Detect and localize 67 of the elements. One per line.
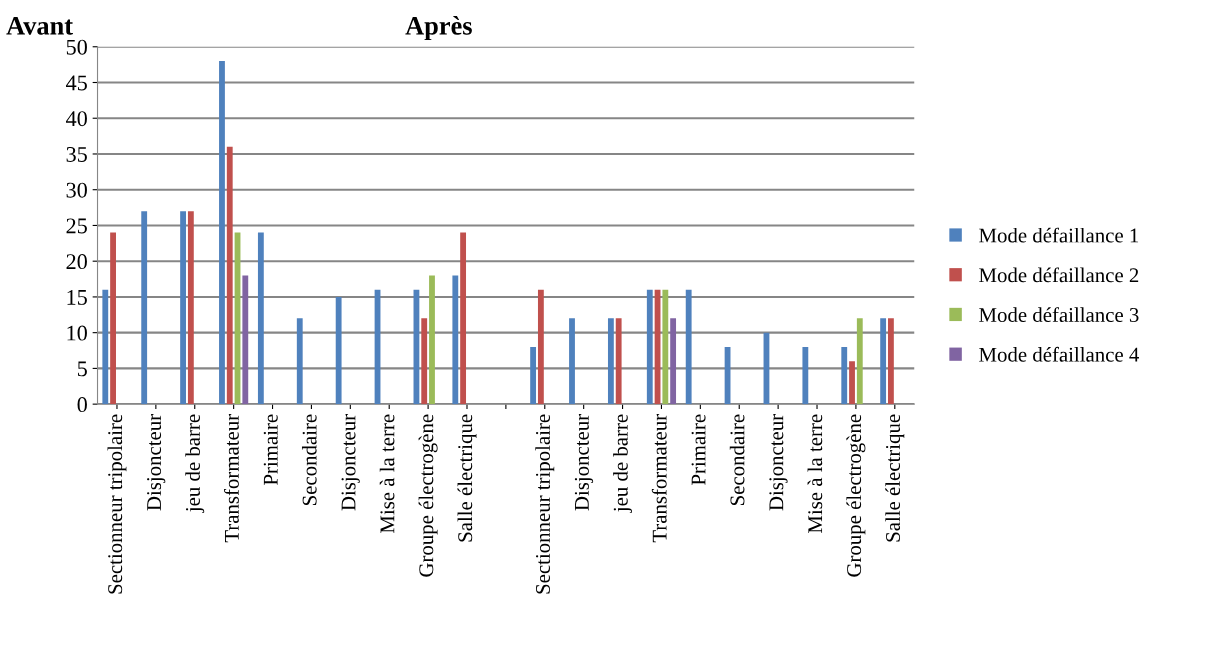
legend-label: Mode défaillance 4 bbox=[979, 346, 1139, 362]
bar bbox=[242, 275, 249, 405]
bar bbox=[530, 346, 537, 405]
x-tick-label: jeu de barre bbox=[613, 414, 633, 513]
bar bbox=[102, 289, 109, 405]
x-tick-label: Mise à la terre bbox=[807, 414, 823, 533]
y-tick-label: 25 bbox=[66, 218, 87, 234]
bar bbox=[802, 346, 809, 405]
x-tick-label: Disjoncteur bbox=[147, 414, 166, 511]
y-tick-label: 5 bbox=[77, 361, 87, 377]
y-tick-label: 40 bbox=[66, 111, 87, 127]
x-tick-label: Transformateur bbox=[651, 414, 667, 543]
x-tick-label: Transformateur bbox=[223, 414, 239, 543]
text: Après bbox=[405, 16, 472, 41]
bar bbox=[296, 318, 303, 405]
x-tick-label: Mise à la terre bbox=[379, 414, 395, 533]
bar bbox=[537, 289, 544, 405]
x-tick-label: Groupe électrogène bbox=[418, 414, 438, 577]
x-tick-label: Primaire bbox=[691, 414, 706, 485]
bar bbox=[646, 289, 653, 405]
bar bbox=[615, 318, 622, 405]
text: Avant bbox=[6, 17, 73, 35]
y-tick-label: 10 bbox=[67, 325, 87, 341]
bar bbox=[662, 289, 669, 405]
x-tick-label: jeu de barre bbox=[185, 414, 205, 513]
bar bbox=[180, 211, 186, 405]
bar bbox=[226, 146, 233, 405]
bar bbox=[607, 318, 614, 405]
bar bbox=[429, 275, 435, 405]
bar bbox=[569, 318, 575, 405]
bar bbox=[452, 275, 459, 405]
bar bbox=[257, 232, 264, 405]
bar bbox=[880, 318, 887, 405]
y-tick-label: 15 bbox=[67, 289, 87, 305]
bar bbox=[685, 289, 692, 405]
bar bbox=[110, 232, 116, 405]
y-tick-label: 35 bbox=[66, 146, 87, 162]
x-tick-label: Salle électrique bbox=[457, 414, 477, 542]
x-tick-label: Secondaire bbox=[729, 414, 745, 506]
bar bbox=[670, 318, 677, 405]
bar bbox=[187, 211, 194, 405]
x-tick-label: Disjoncteur bbox=[341, 414, 360, 511]
bar bbox=[219, 61, 225, 405]
bar bbox=[856, 318, 863, 405]
legend-label: Mode défaillance 1 bbox=[979, 227, 1139, 243]
bar bbox=[888, 318, 894, 405]
y-tick-label: 30 bbox=[66, 182, 87, 198]
y-tick-label: 0 bbox=[77, 397, 87, 413]
y-tick-label: 20 bbox=[66, 254, 87, 270]
bar bbox=[849, 361, 855, 405]
x-tick-label: Groupe électrogène bbox=[846, 414, 866, 577]
legend-label: Mode défaillance 3 bbox=[979, 307, 1139, 322]
bar bbox=[141, 211, 148, 405]
y-tick-label: 45 bbox=[66, 75, 87, 91]
bar bbox=[335, 296, 342, 405]
x-tick-label: Sectionneur tripolaire bbox=[535, 414, 555, 594]
x-tick-label: Disjoncteur bbox=[769, 414, 788, 511]
x-tick-label: Sectionneur tripolaire bbox=[107, 414, 127, 594]
bar bbox=[841, 346, 848, 405]
bar bbox=[421, 318, 428, 405]
legend-label: Mode défaillance 2 bbox=[979, 267, 1139, 283]
x-tick-label: Secondaire bbox=[301, 414, 317, 506]
y-tick-label: 50 bbox=[66, 39, 87, 55]
x-tick-label: Primaire bbox=[263, 414, 278, 485]
x-tick-label: Salle électrique bbox=[885, 414, 905, 542]
bar bbox=[460, 232, 467, 405]
x-tick-label: Disjoncteur bbox=[574, 414, 594, 511]
